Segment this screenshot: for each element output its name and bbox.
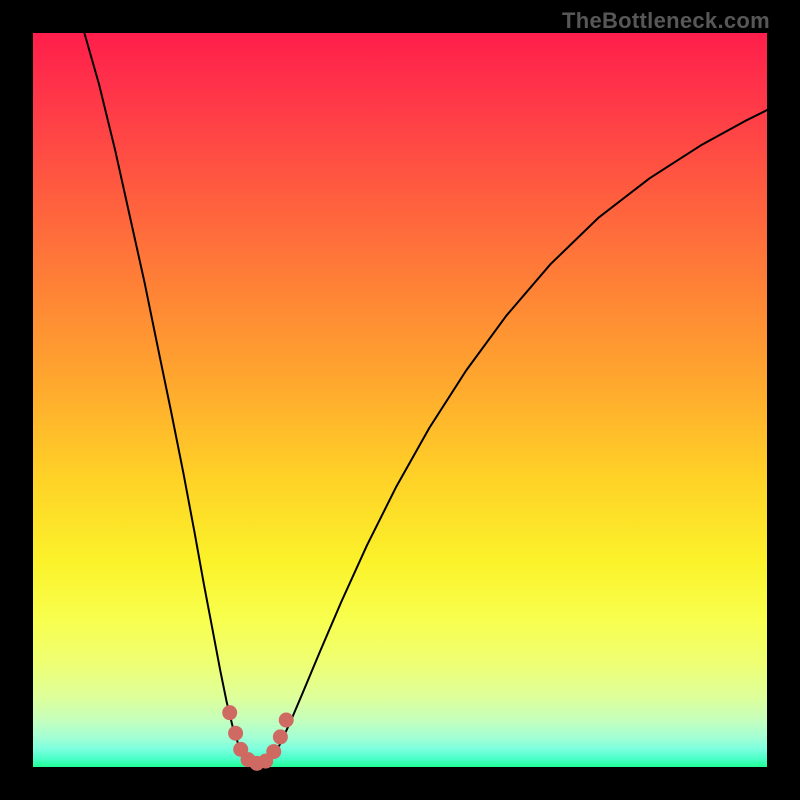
watermark-text: TheBottleneck.com [562, 8, 770, 34]
measured-point [279, 713, 294, 728]
measured-point [222, 705, 237, 720]
chart-root: TheBottleneck.com [0, 0, 800, 800]
plot-area [33, 33, 767, 767]
measured-point [266, 744, 281, 759]
curve-layer [33, 33, 767, 767]
measured-points-group [222, 705, 294, 771]
measured-point [228, 726, 243, 741]
measured-point [273, 729, 288, 744]
bottleneck-curve [84, 33, 767, 764]
